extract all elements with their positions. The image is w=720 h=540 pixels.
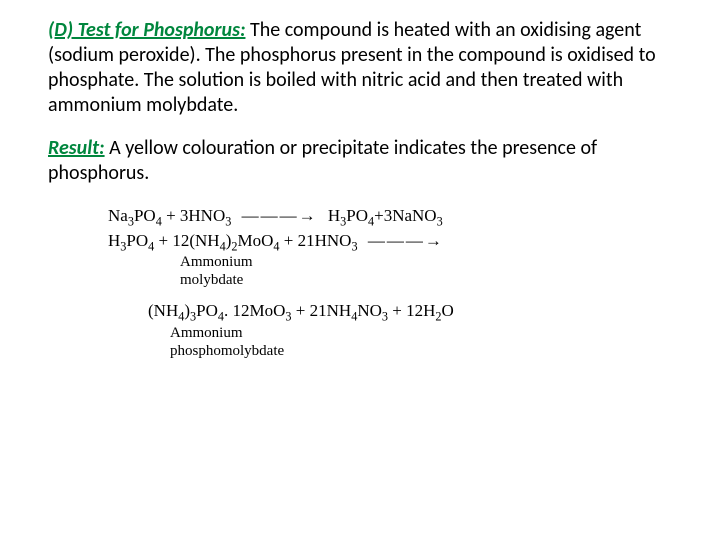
eq-text: PO xyxy=(126,231,148,250)
reaction-3: (NH4)3PO4. 12MoO3 + 21NH4NO3 + 12H2O xyxy=(108,299,680,324)
eq-text: PO xyxy=(134,206,156,225)
reaction-2-block: H3PO4 + 12(NH4)2MoO4 + 21HNO3 ———→ Ammon… xyxy=(108,229,680,290)
eq-text: + 21NH xyxy=(292,301,352,320)
arrow-icon: ———→ xyxy=(358,231,448,250)
eq-text: + 21HNO xyxy=(280,231,352,250)
test-heading: (D) Test for Phosphorus: xyxy=(48,18,245,42)
eq-text: H xyxy=(328,206,340,225)
eq-text: NO xyxy=(357,301,382,320)
equations-block: Na3PO4 + 3HNO3 ———→ H3PO4+3NaNO3 H3PO4 +… xyxy=(108,204,680,360)
reaction-3-label-1: Ammonium xyxy=(108,324,680,342)
eq-text: MoO xyxy=(238,231,274,250)
eq-text: H xyxy=(108,231,120,250)
eq-text: PO xyxy=(346,206,368,225)
eq-text: PO xyxy=(196,301,218,320)
eq-text: +3NaNO xyxy=(374,206,436,225)
reaction-2-label-1: Ammonium xyxy=(108,253,680,271)
result-paragraph: Result: A yellow colouration or precipit… xyxy=(48,136,680,186)
eq-text: . 12MoO xyxy=(224,301,285,320)
eq-sub: 3 xyxy=(351,239,357,253)
reaction-2-label-2: molybdate xyxy=(108,271,680,289)
eq-text: + 3HNO xyxy=(162,206,225,225)
reaction-3-block: (NH4)3PO4. 12MoO3 + 21NH4NO3 + 12H2O Amm… xyxy=(108,299,680,360)
eq-text: + 12(NH xyxy=(154,231,219,250)
result-heading: Result: xyxy=(48,136,105,160)
eq-sub: 3 xyxy=(437,214,443,228)
eq-text: O xyxy=(442,301,454,320)
result-body: A yellow colouration or precipitate indi… xyxy=(48,136,597,185)
reaction-3-label-2: phosphomolybdate xyxy=(108,342,680,360)
eq-text: (NH xyxy=(148,301,178,320)
reaction-1: Na3PO4 + 3HNO3 ———→ H3PO4+3NaNO3 xyxy=(108,204,680,229)
reaction-2: H3PO4 + 12(NH4)2MoO4 + 21HNO3 ———→ xyxy=(108,229,680,254)
arrow-icon: ———→ xyxy=(231,206,328,225)
test-paragraph: (D) Test for Phosphorus: The compound is… xyxy=(48,18,680,118)
eq-text: + 12H xyxy=(388,301,435,320)
eq-text: Na xyxy=(108,206,128,225)
page: (D) Test for Phosphorus: The compound is… xyxy=(0,0,720,380)
